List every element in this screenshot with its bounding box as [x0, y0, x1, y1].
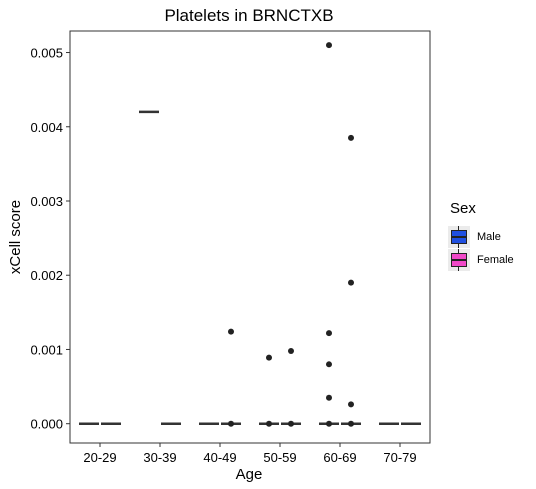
y-tick-label: 0.002 [30, 268, 63, 283]
outlier-point [266, 354, 272, 361]
outlier-point [348, 134, 354, 141]
outlier-point [348, 401, 354, 408]
legend-key-male [448, 225, 470, 248]
legend-label-female: Female [477, 253, 514, 266]
legend: Sex Male Female [448, 200, 534, 271]
outlier-point [326, 420, 332, 427]
outlier-point [326, 394, 332, 401]
x-tick-label: 70-79 [383, 450, 416, 465]
outlier-point [326, 42, 332, 49]
x-axis: 20-29 30-39 40-49 50-59 60-69 70-79 [83, 443, 417, 465]
legend-label-male: Male [477, 230, 501, 243]
outlier-point [288, 347, 294, 354]
x-axis-label: Age [236, 466, 263, 483]
box-male-60-69 [319, 42, 339, 427]
legend-key-female [448, 248, 470, 271]
outlier-point [348, 420, 354, 427]
y-axis-label: xCell score [7, 200, 24, 274]
box-female-50-59 [281, 347, 301, 427]
outlier-point [266, 420, 272, 427]
y-axis: 0.000 0.001 0.002 0.003 0.004 0.005 [30, 46, 70, 432]
box-marks [79, 42, 421, 427]
y-tick-label: 0.004 [30, 120, 63, 135]
x-tick-label: 30-39 [143, 450, 176, 465]
outlier-point [228, 420, 234, 427]
outlier-point [326, 361, 332, 368]
outlier-point [348, 279, 354, 286]
outlier-point [326, 330, 332, 337]
box-female-40-49 [221, 328, 241, 427]
x-tick-label: 20-29 [83, 450, 116, 465]
x-tick-label: 60-69 [323, 450, 356, 465]
x-tick-label: 50-59 [263, 450, 296, 465]
chart-title: Platelets in BRNCTXB [164, 6, 333, 25]
outlier-point [228, 328, 234, 335]
y-tick-label: 0.001 [30, 342, 63, 357]
box-female-60-69 [341, 134, 361, 427]
y-tick-label: 0.000 [30, 417, 63, 432]
legend-title: Sex [450, 200, 476, 217]
box-male-50-59 [259, 354, 279, 427]
x-tick-label: 40-49 [203, 450, 236, 465]
y-tick-label: 0.003 [30, 194, 63, 209]
y-tick-label: 0.005 [30, 46, 63, 61]
outlier-point [288, 420, 294, 427]
plot-panel [69, 30, 431, 444]
legend-item-female: Female [448, 248, 534, 271]
legend-item-male: Male [448, 225, 534, 248]
